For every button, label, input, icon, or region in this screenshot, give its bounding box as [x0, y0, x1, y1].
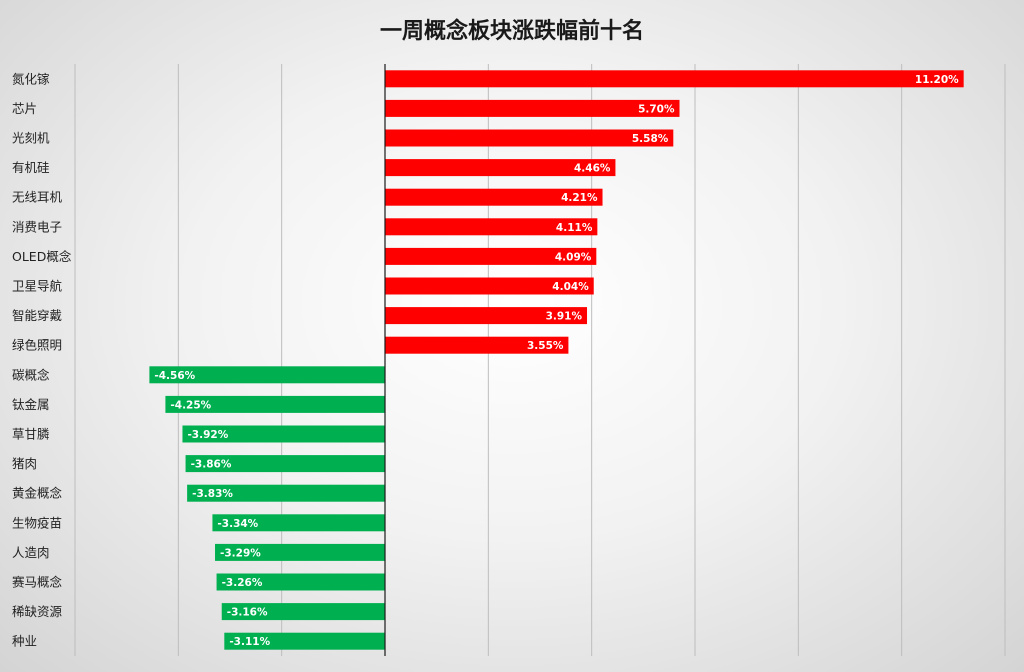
category-label: 有机硅 — [12, 160, 50, 175]
data-label: -4.25% — [170, 399, 211, 411]
category-label: 无线耳机 — [12, 190, 63, 205]
bar — [385, 218, 598, 236]
data-label: -3.86% — [191, 459, 232, 471]
category-label: 卫星导航 — [12, 279, 63, 294]
category-label: 绿色照明 — [12, 338, 62, 353]
category-label: 稀缺资源 — [12, 604, 63, 619]
bar — [165, 395, 385, 413]
category-label: 种业 — [12, 634, 37, 649]
bar — [182, 425, 385, 443]
data-label: 11.20% — [915, 74, 959, 86]
category-label: 消费电子 — [12, 219, 62, 234]
data-label: 4.46% — [574, 163, 611, 175]
category-label: 黄金概念 — [12, 486, 63, 501]
data-label: 3.55% — [527, 340, 564, 352]
category-label: 智能穿戴 — [12, 308, 62, 323]
data-label: -3.92% — [187, 429, 228, 441]
data-label: -3.26% — [222, 577, 263, 589]
data-label: -3.16% — [227, 607, 268, 619]
data-label: -3.83% — [192, 488, 233, 500]
bar — [385, 70, 964, 88]
category-label: 草甘膦 — [12, 427, 50, 442]
category-label: 氮化镓 — [12, 71, 50, 86]
bars — [149, 70, 964, 650]
bar — [385, 159, 616, 177]
bar — [215, 543, 385, 561]
category-label: 赛马概念 — [12, 575, 63, 590]
data-label: 4.11% — [556, 222, 593, 234]
category-label: 生物疫苗 — [12, 515, 62, 530]
category-label: 钛金属 — [12, 397, 50, 412]
bar — [385, 99, 680, 117]
data-label: -3.11% — [229, 636, 270, 648]
data-label: 4.09% — [555, 251, 592, 263]
bar — [385, 307, 588, 325]
data-label: 4.04% — [552, 281, 589, 293]
data-label: -3.29% — [220, 547, 261, 559]
bar — [385, 277, 594, 295]
data-label: 5.58% — [632, 133, 669, 145]
chart-title: 一周概念板块涨跌幅前十名 — [380, 18, 644, 44]
bar — [385, 129, 674, 147]
category-label: 光刻机 — [12, 131, 50, 146]
bar — [216, 573, 385, 591]
bar — [385, 247, 597, 265]
bar — [385, 188, 603, 206]
category-label: 碳概念 — [12, 367, 50, 382]
value-labels: 11.20% 5.70% 5.58% 4.46% 4.21% 4.11% 4.09% 4.04… — [154, 74, 959, 648]
category-label: 猪肉 — [12, 456, 37, 471]
gridlines — [74, 64, 1006, 656]
data-label: 4.21% — [561, 192, 598, 204]
bar — [187, 484, 385, 502]
bar — [224, 632, 385, 650]
bar — [149, 366, 385, 384]
data-label: 3.91% — [546, 311, 583, 323]
category-label: OLED概念 — [12, 249, 72, 264]
data-label: 5.70% — [638, 103, 675, 115]
data-label: -4.56% — [154, 370, 195, 382]
bar — [221, 603, 385, 621]
data-label: -3.34% — [217, 518, 258, 530]
bar — [385, 336, 569, 354]
bar — [185, 455, 385, 473]
category-label: 人造肉 — [12, 545, 50, 560]
category-label: 芯片 — [12, 101, 37, 116]
bar — [212, 514, 385, 532]
